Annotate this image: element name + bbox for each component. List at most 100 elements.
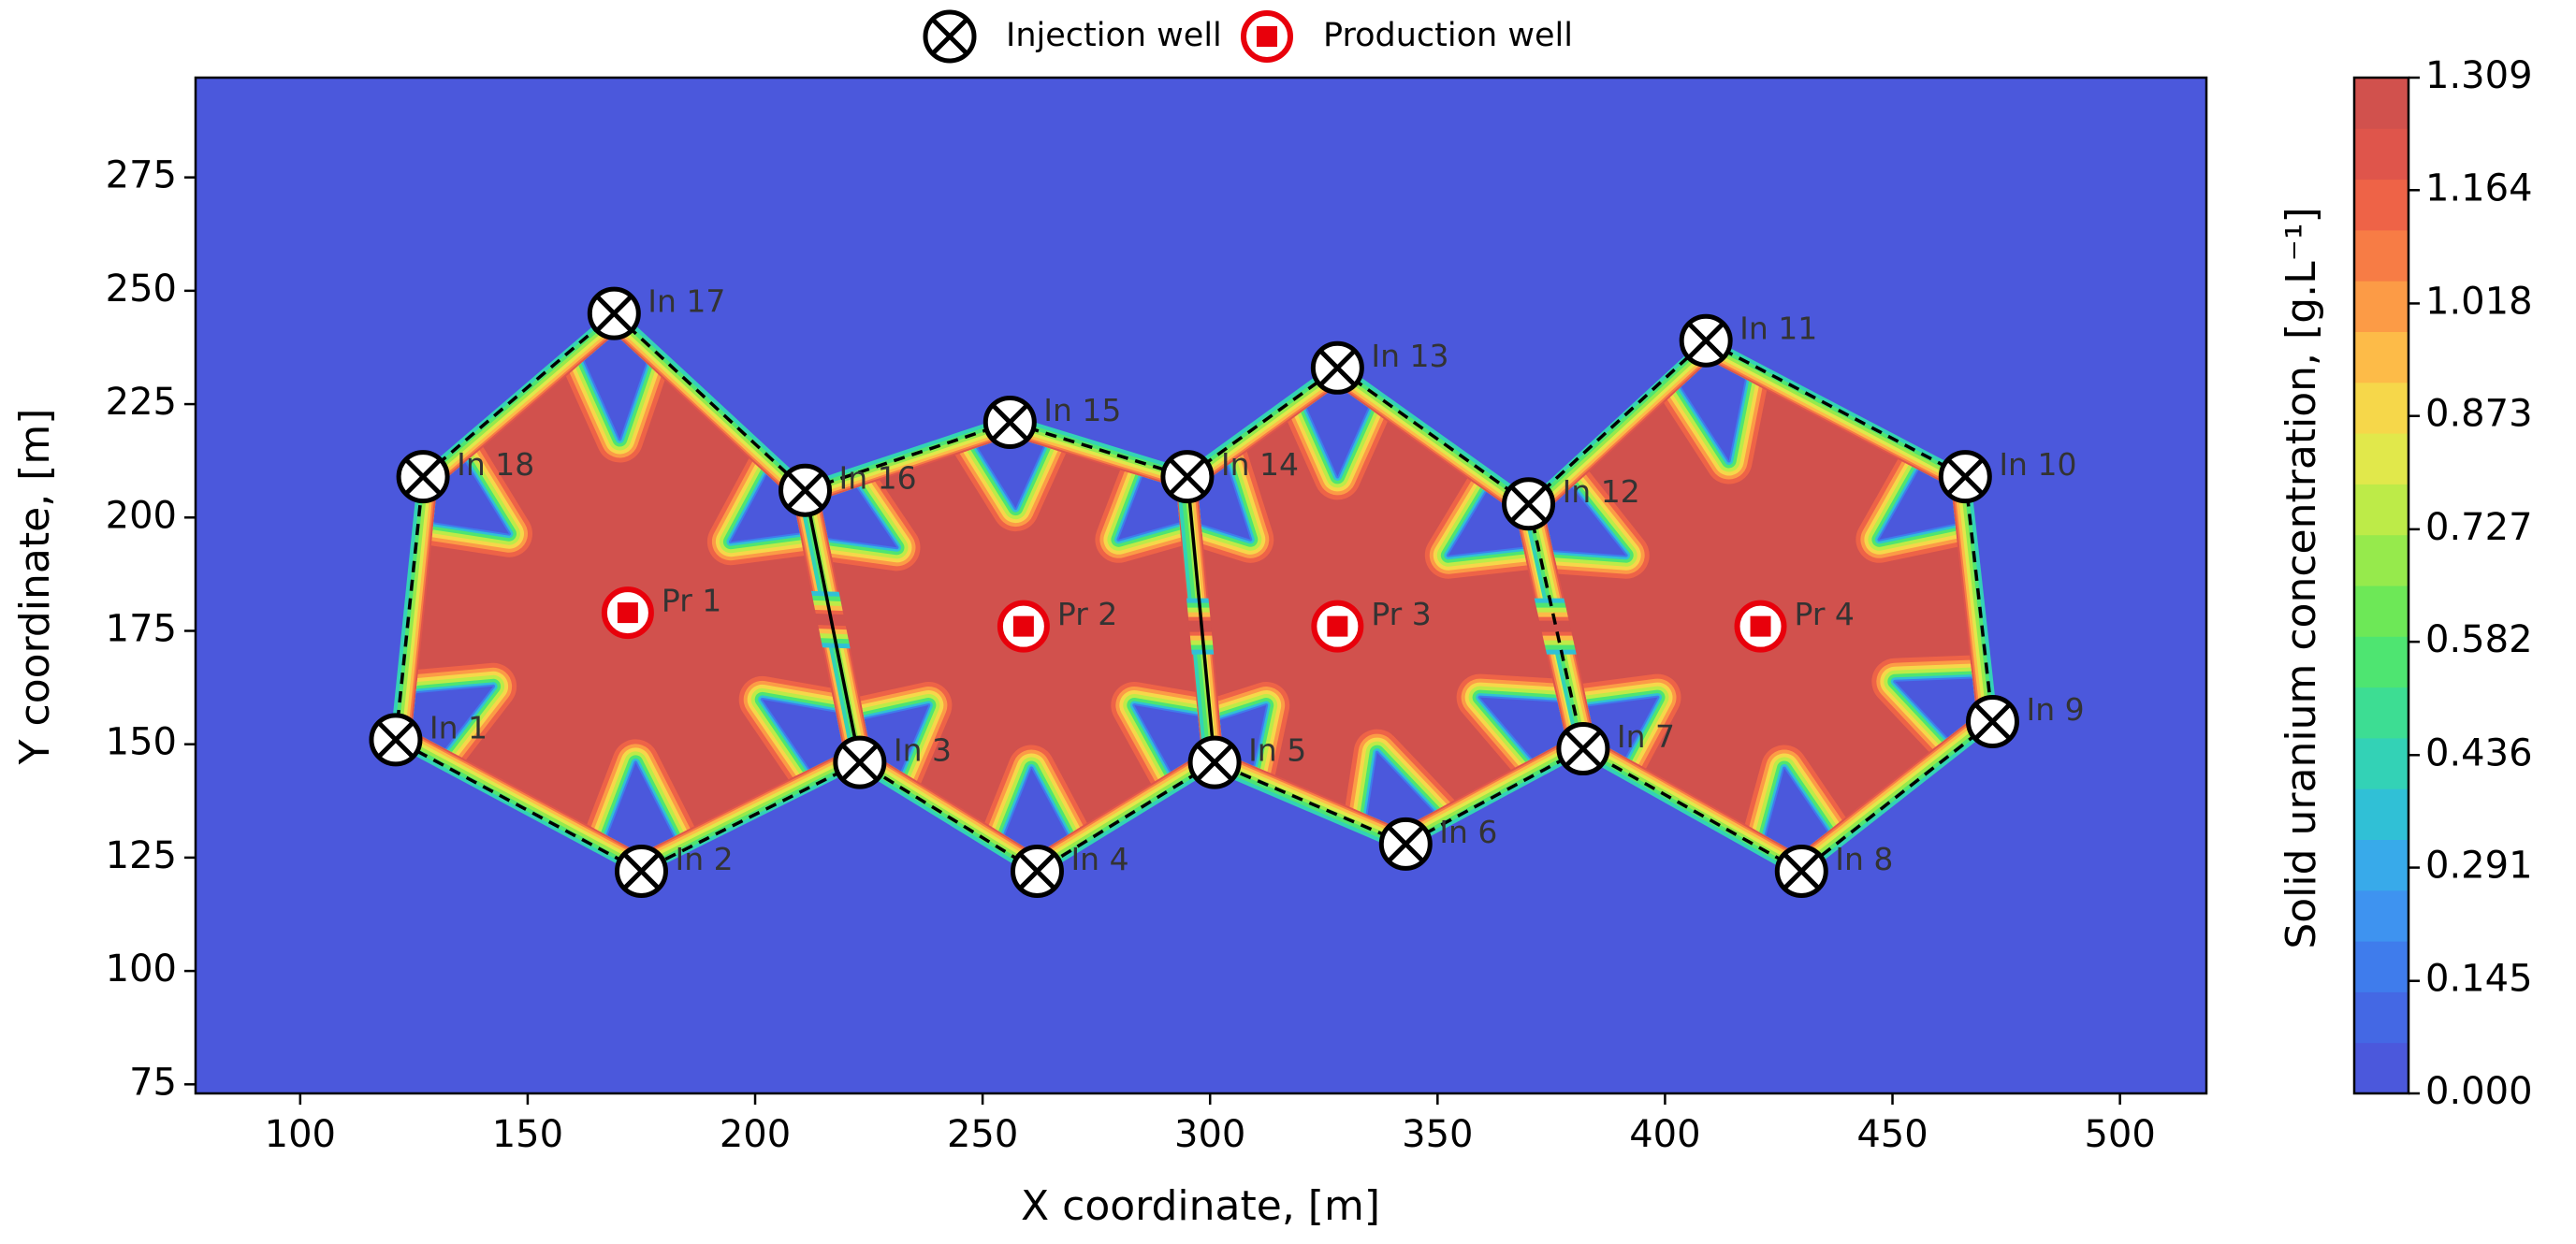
pattern-outline xyxy=(613,311,807,492)
colorbar-band xyxy=(2354,78,2409,129)
colorbar-band xyxy=(2354,281,2409,332)
injection-well xyxy=(614,844,668,898)
pattern-outline xyxy=(1036,760,1216,873)
injection-well xyxy=(1160,450,1215,504)
legend-text: Injection well xyxy=(1006,17,1222,54)
colorbar-frame xyxy=(2352,76,2410,1095)
colorbar-band xyxy=(2354,586,2409,637)
well-label: In 9 xyxy=(2026,691,2084,728)
y-tick-label: 100 xyxy=(106,947,177,991)
well-label: In 15 xyxy=(1043,392,1121,428)
injection-well xyxy=(1679,313,1733,368)
well-label: In 6 xyxy=(1439,814,1497,850)
production-well xyxy=(1734,600,1787,653)
injection-well xyxy=(1965,694,2019,748)
well-cross xyxy=(623,853,660,890)
injection-well xyxy=(779,463,833,517)
colorbar-band xyxy=(2354,534,2409,586)
well-cross xyxy=(1688,323,1724,358)
well-cross xyxy=(1947,458,1984,495)
legend-marker xyxy=(1241,10,1293,63)
pattern-outline xyxy=(1526,503,1585,749)
well-label: In 1 xyxy=(429,709,488,745)
well-label: Pr 4 xyxy=(1795,596,1855,632)
contour-band xyxy=(947,436,1070,509)
colorbar-band xyxy=(2354,687,2409,739)
colorbar-tick-label: 0.727 xyxy=(2425,506,2533,549)
y-tick-label: 175 xyxy=(106,607,177,650)
colorbar-band xyxy=(2354,484,2409,536)
contour-band xyxy=(1276,385,1399,477)
pattern-outline xyxy=(1963,476,1995,722)
x-tick-label: 250 xyxy=(947,1113,1018,1156)
colorbar-tick-label: 1.018 xyxy=(2425,280,2533,323)
well-cross xyxy=(1388,826,1424,862)
injection-well xyxy=(1187,735,1242,789)
colorbar-band xyxy=(2354,991,2409,1044)
x-tick-label: 350 xyxy=(1402,1113,1473,1156)
well-label: In 12 xyxy=(1563,473,1640,510)
pattern-outline xyxy=(1527,339,1708,506)
production-well xyxy=(997,600,1050,653)
well-label: In 4 xyxy=(1070,841,1128,877)
well-square xyxy=(617,602,638,624)
well-cross xyxy=(1019,853,1055,890)
well-label: In 18 xyxy=(457,446,534,483)
contour-band xyxy=(978,768,1099,855)
colorbar-band xyxy=(2354,433,2409,485)
well-label: Pr 1 xyxy=(662,583,721,619)
colorbar-tick-label: 0.291 xyxy=(2425,845,2533,888)
pattern-outline xyxy=(395,738,643,873)
pattern-outline xyxy=(421,311,616,478)
x-tick-label: 100 xyxy=(265,1113,336,1156)
well-cross xyxy=(378,722,414,758)
contour-band xyxy=(1746,768,1867,855)
well-label: In 13 xyxy=(1371,338,1448,374)
well-label: In 3 xyxy=(894,732,952,769)
colorbar-band xyxy=(2354,839,2409,891)
colorbar-tick-label: 0.436 xyxy=(2425,731,2533,774)
well-square xyxy=(1750,615,1771,637)
legend-text: Production well xyxy=(1323,17,1573,54)
y-tick-label: 250 xyxy=(106,268,177,311)
well-square xyxy=(1327,615,1348,637)
injection-well xyxy=(369,713,423,767)
well-label: In 5 xyxy=(1248,732,1306,769)
y-axis-label: Y coordinate, [m] xyxy=(11,409,59,766)
production-well xyxy=(1311,600,1364,653)
x-tick-label: 400 xyxy=(1629,1113,1700,1156)
well-cross xyxy=(992,404,1028,441)
colorbar-band xyxy=(2354,229,2409,282)
well-cross xyxy=(596,296,633,331)
colorbar-band xyxy=(2354,1042,2409,1094)
injection-well xyxy=(1378,817,1433,871)
pattern-outline xyxy=(1705,339,1967,479)
well-label: In 7 xyxy=(1617,718,1675,755)
pattern-outline xyxy=(858,760,1039,873)
injection-well xyxy=(833,735,887,789)
contour-band xyxy=(1134,705,1201,829)
well-cross xyxy=(1170,458,1205,495)
colorbar-label: Solid uranium concentration, [g.L⁻¹] xyxy=(2278,207,2325,948)
well-cross xyxy=(1197,745,1232,780)
well-cross xyxy=(1510,485,1547,522)
colorbar-band xyxy=(2354,941,2409,992)
colorbar-tick-label: 0.145 xyxy=(2425,958,2533,1001)
colorbar-tick-label: 0.873 xyxy=(2425,393,2533,436)
well-cross xyxy=(1565,730,1601,767)
colorbar-tick-label: 0.582 xyxy=(2425,618,2533,661)
injection-well xyxy=(1556,722,1610,776)
pattern-outline xyxy=(1186,476,1216,763)
well-label: Pr 3 xyxy=(1371,596,1431,632)
injection-well xyxy=(982,395,1037,449)
x-axis-label: X coordinate, [m] xyxy=(1021,1182,1380,1230)
x-tick-label: 200 xyxy=(720,1113,791,1156)
pattern-outline xyxy=(1336,366,1530,506)
colorbar-tick-label: 1.164 xyxy=(2425,166,2533,210)
pattern-outline xyxy=(803,489,862,763)
well-square xyxy=(1012,615,1034,637)
y-tick-label: 275 xyxy=(106,154,177,197)
colorbar-band xyxy=(2354,382,2409,434)
well-cross xyxy=(932,19,968,54)
